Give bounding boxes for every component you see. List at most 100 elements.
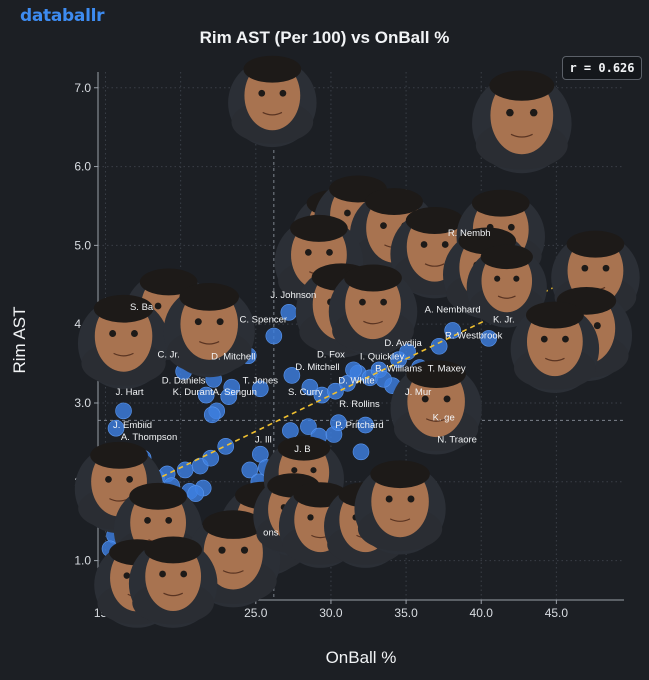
player-label: A. Thompson bbox=[121, 432, 177, 443]
player-label: K. ge bbox=[433, 412, 455, 423]
correlation-badge: r = 0.626 bbox=[562, 56, 642, 80]
headshot-eye bbox=[581, 264, 589, 272]
headshot-eye bbox=[359, 298, 366, 306]
headshot-eye bbox=[380, 298, 387, 306]
player-label: S. Ba bbox=[130, 302, 154, 313]
headshot-eye bbox=[593, 322, 601, 330]
player-headshot bbox=[390, 360, 482, 455]
x-tick-label: 35.0 bbox=[394, 606, 418, 620]
player-label: D. White bbox=[338, 375, 374, 386]
headshot-hair bbox=[344, 264, 402, 292]
data-point bbox=[282, 422, 299, 439]
brand-logo: databallr bbox=[20, 6, 105, 26]
data-point bbox=[399, 343, 416, 361]
data-point bbox=[187, 485, 204, 502]
player-label: C. Jr. bbox=[158, 349, 180, 360]
player-label: N. Traore bbox=[437, 434, 477, 445]
player-label: D. Mitchell bbox=[211, 352, 255, 363]
headshot-eye bbox=[165, 516, 173, 524]
player-label: T. Maxey bbox=[428, 363, 466, 374]
headshot-hair bbox=[406, 360, 466, 389]
data-point bbox=[176, 461, 194, 479]
headshot-mouth bbox=[222, 570, 244, 574]
headshot-eye bbox=[529, 108, 538, 117]
player-label: R. Westbrook bbox=[445, 330, 503, 341]
headshot-eye bbox=[304, 249, 312, 256]
headshot-eye bbox=[105, 476, 112, 483]
player-label: D. Avdija bbox=[384, 338, 422, 349]
headshot-eye bbox=[407, 495, 415, 503]
player-label: A. Nembhard bbox=[425, 304, 481, 315]
headshot-hair bbox=[290, 214, 348, 242]
headshot-hair bbox=[526, 301, 584, 329]
headshot-eye bbox=[291, 467, 298, 474]
y-tick-label: 6.0 bbox=[74, 160, 91, 174]
headshot-mouth bbox=[262, 111, 283, 116]
headshot-mouth bbox=[424, 263, 445, 267]
player-label: D. Fox bbox=[317, 349, 345, 360]
data-point bbox=[330, 414, 347, 431]
data-point bbox=[283, 367, 301, 384]
data-point bbox=[217, 438, 235, 455]
headshot-mouth bbox=[363, 320, 383, 325]
headshot-eye bbox=[194, 318, 202, 326]
headshot-eye bbox=[310, 467, 317, 474]
headshot-eye bbox=[258, 89, 266, 97]
x-tick-label: 40.0 bbox=[470, 606, 494, 620]
player-label: J. Embiid bbox=[113, 420, 152, 431]
headshot-hair bbox=[90, 441, 148, 469]
player-label: D. Mitchell bbox=[295, 362, 339, 373]
headshot-mouth bbox=[389, 518, 411, 522]
headshot-eye bbox=[380, 222, 387, 229]
headshot-hair bbox=[129, 482, 187, 510]
headshot-eye bbox=[240, 546, 249, 554]
y-tick-label: 7.0 bbox=[74, 81, 91, 95]
data-point bbox=[107, 419, 125, 437]
x-tick-label: 45.0 bbox=[545, 606, 569, 620]
data-point bbox=[197, 386, 215, 404]
data-point bbox=[300, 418, 317, 435]
player-label: K. Durant bbox=[173, 387, 213, 398]
headshot-hair bbox=[480, 244, 533, 270]
headshot-eye bbox=[216, 318, 224, 326]
headshot-hair bbox=[179, 283, 239, 311]
headshot-hair bbox=[277, 436, 331, 461]
player-label: I. Quickley bbox=[360, 352, 405, 363]
headshot-eye bbox=[494, 275, 501, 282]
player-headshot bbox=[466, 244, 547, 328]
data-point bbox=[352, 443, 370, 461]
data-point bbox=[252, 380, 269, 398]
headshot-mouth bbox=[199, 340, 220, 345]
headshot-eye bbox=[144, 516, 151, 524]
player-label: K. Jr. bbox=[493, 315, 515, 326]
x-tick-label: 25.0 bbox=[244, 606, 268, 620]
player-headshot bbox=[354, 460, 446, 555]
headshot-mouth bbox=[497, 295, 516, 299]
headshot-mouth bbox=[510, 133, 533, 138]
data-point bbox=[115, 402, 132, 420]
headshot-mouth bbox=[544, 357, 565, 362]
player-labels: S. Ba C. Jr. D. Mitchell D. Daniels T. Jones… bbox=[113, 228, 515, 538]
headshot-eye bbox=[180, 570, 188, 578]
x-tick-label: 30.0 bbox=[319, 606, 343, 620]
headshot-hair bbox=[405, 207, 464, 234]
headshot-eye bbox=[344, 209, 351, 217]
player-label: R. Rollins bbox=[339, 399, 380, 410]
headshot-eye bbox=[126, 476, 133, 483]
y-axis-label: Rim AST bbox=[10, 306, 29, 374]
headshot-hair bbox=[365, 188, 423, 216]
headshot-eye bbox=[506, 108, 514, 117]
x-axis-label: OnBall % bbox=[325, 648, 397, 667]
headshot-hair bbox=[243, 55, 302, 83]
player-label: S. Curry bbox=[288, 387, 323, 398]
data-point bbox=[241, 461, 259, 479]
player-headshot bbox=[163, 283, 255, 378]
player-headshot bbox=[510, 301, 600, 393]
headshot-eye bbox=[154, 302, 162, 310]
data-point bbox=[203, 406, 221, 424]
player-headshot bbox=[328, 264, 418, 356]
player-label: J. Mur bbox=[405, 387, 431, 398]
headshot-eye bbox=[123, 572, 131, 579]
data-point bbox=[327, 382, 344, 400]
player-label: P. Pritchard bbox=[335, 420, 383, 431]
